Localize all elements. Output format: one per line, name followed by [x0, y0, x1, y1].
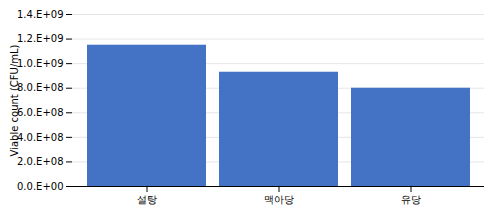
svg-text:8.0.E+08: 8.0.E+08	[17, 82, 64, 93]
svg-text:6.0.E+08: 6.0.E+08	[17, 107, 64, 118]
svg-text:4.0.E+08: 4.0.E+08	[17, 132, 64, 143]
svg-text:0.0.E+00: 0.0.E+00	[17, 181, 64, 192]
svg-text:Viable count (CFU/mL): Viable count (CFU/mL)	[9, 44, 20, 156]
svg-text:유당: 유당	[401, 194, 421, 205]
svg-text:1.0.E+09: 1.0.E+09	[17, 58, 64, 69]
svg-text:2.0.E+08: 2.0.E+08	[17, 156, 64, 167]
svg-text:맥아당: 맥아당	[264, 194, 294, 205]
svg-text:설탕: 설탕	[137, 194, 157, 205]
svg-text:1.4.E+09: 1.4.E+09	[17, 9, 64, 20]
svg-text:1.2.E+09: 1.2.E+09	[17, 33, 64, 44]
